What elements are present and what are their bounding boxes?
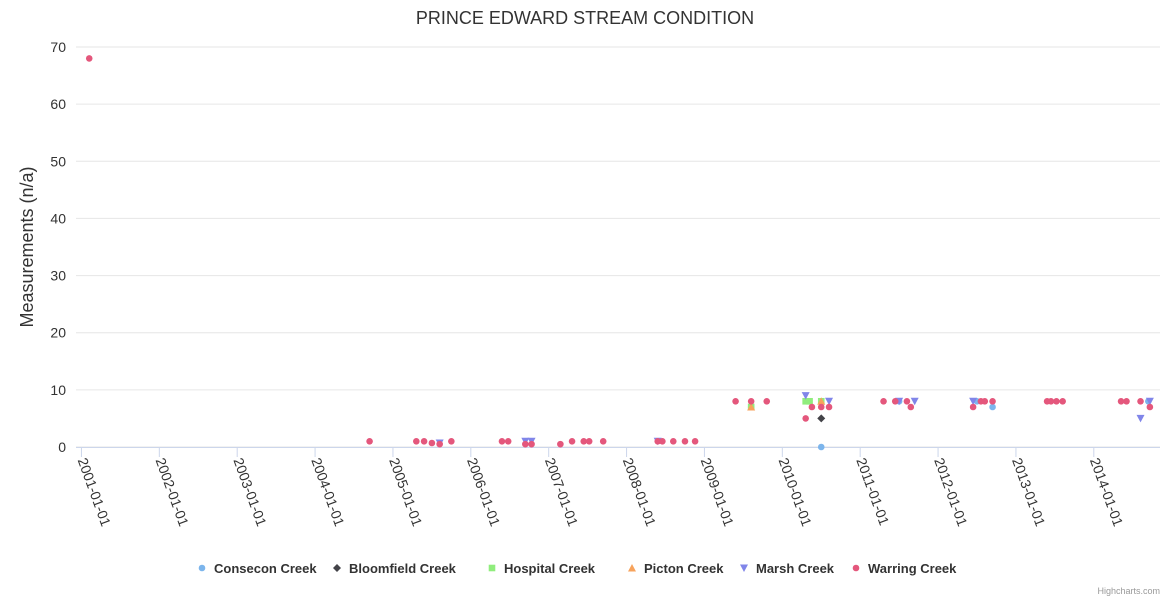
legend-symbol [852,564,860,572]
legend-symbol [740,564,748,572]
legend-symbol [488,564,496,572]
plot-area [85,55,1154,451]
legend-label: Consecon Creek [214,561,317,576]
data-point[interactable] [1047,397,1055,405]
legend-symbol [628,564,636,572]
legend-symbol [198,564,206,572]
data-point[interactable] [1123,397,1130,405]
y-tick-label: 10 [50,382,66,398]
y-tick-label: 70 [50,39,66,55]
legend-item[interactable]: Warring Creek [852,561,957,576]
data-point[interactable] [599,437,607,445]
data-point[interactable] [1146,403,1154,411]
data-point[interactable] [580,437,588,445]
data-point[interactable] [1117,397,1125,405]
data-point[interactable] [498,437,506,445]
legend-label: Hospital Creek [504,561,596,576]
data-point[interactable] [825,397,834,406]
y-tick-label: 60 [50,96,66,112]
data-point[interactable] [428,439,436,447]
series-warring-creek [85,55,1154,448]
legend-item[interactable]: Marsh Creek [740,561,835,576]
y-tick-label: 0 [58,439,66,455]
data-point[interactable] [880,397,887,405]
legend-label: Bloomfield Creek [349,561,457,576]
y-tick-label: 40 [50,210,66,226]
chart-title: PRINCE EDWARD STREAM CONDITION [416,8,754,28]
data-point[interactable] [1137,397,1144,405]
y-tick-label: 20 [50,325,66,341]
data-point[interactable] [1145,397,1154,406]
legend-symbol [333,564,341,572]
data-point[interactable] [817,414,826,423]
data-point[interactable] [802,415,809,422]
data-point[interactable] [817,403,825,411]
data-point[interactable] [691,437,699,445]
data-point[interactable] [801,392,810,400]
credits[interactable]: Highcharts.com [1097,586,1160,596]
legend-item[interactable]: Consecon Creek [198,561,318,576]
y-axis-label: Measurements (n/a) [17,166,37,327]
legend: Consecon Creek Bloomfield Creek Hospital C… [198,561,957,576]
data-point[interactable] [436,440,443,448]
y-tick-label: 30 [50,268,66,284]
legend-item[interactable]: Bloomfield Creek [333,561,457,576]
data-point[interactable] [989,403,996,411]
data-point[interactable] [732,397,739,405]
data-point[interactable] [903,397,911,405]
legend-label: Picton Creek [644,561,724,576]
data-point[interactable] [806,397,813,405]
data-point[interactable] [504,437,512,445]
data-point[interactable] [825,403,833,411]
data-point[interactable] [669,437,677,445]
data-point[interactable] [969,397,978,406]
data-point[interactable] [522,440,529,448]
data-point[interactable] [763,397,771,405]
data-point[interactable] [557,440,564,448]
data-point[interactable] [448,437,455,445]
series-picton-creek [747,397,826,411]
y-axis: 0 10 20 30 40 50 60 70 [50,39,66,455]
data-point[interactable] [1059,397,1066,405]
data-point[interactable] [747,403,756,411]
data-point[interactable] [528,440,535,448]
data-point[interactable] [907,403,915,411]
data-point[interactable] [1136,414,1145,423]
data-point[interactable] [989,397,996,405]
data-point[interactable] [654,437,662,445]
data-point[interactable] [817,443,825,451]
data-point[interactable] [85,55,93,62]
data-point[interactable] [981,397,989,405]
data-point[interactable] [747,397,755,405]
legend-item[interactable]: Picton Creek [628,561,724,576]
data-point[interactable] [585,437,593,445]
data-point[interactable] [1053,397,1060,405]
data-point[interactable] [568,437,576,445]
data-point[interactable] [659,437,666,445]
series-bloomfield-creek [817,414,826,423]
y-tick-label: 50 [50,153,66,169]
data-point[interactable] [969,403,977,411]
data-point[interactable] [891,397,899,405]
data-point[interactable] [802,397,809,405]
legend-item[interactable]: Hospital Creek [488,561,596,576]
data-point[interactable] [413,437,420,445]
data-point[interactable] [808,403,816,411]
legend-label: Marsh Creek [756,561,835,576]
data-point[interactable] [681,437,689,445]
legend-label: Warring Creek [868,561,957,576]
data-point[interactable] [817,397,826,405]
data-point[interactable] [910,397,919,406]
data-point[interactable] [420,437,428,445]
data-point[interactable] [366,437,373,445]
